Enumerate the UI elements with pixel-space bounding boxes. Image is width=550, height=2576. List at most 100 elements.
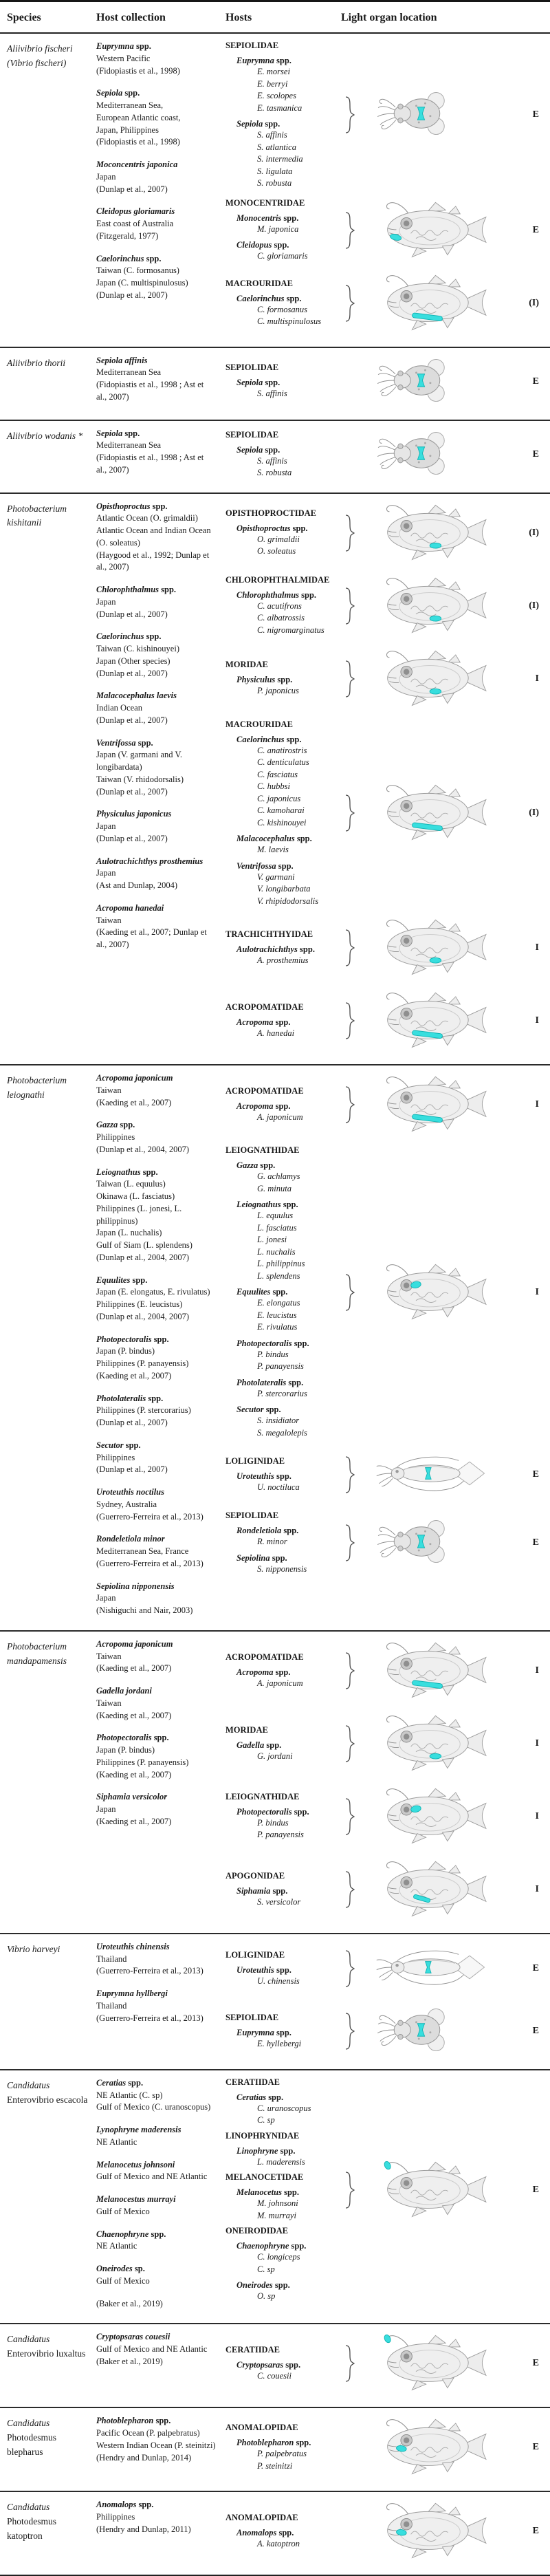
species-cell: Candidatus Enterovibrio escacola xyxy=(7,2077,96,2321)
collection-block: Aulotrachichthys prosthemius Japan (Ast an… xyxy=(96,856,216,892)
host-family: TRACHICHTHYIDAE xyxy=(226,929,314,939)
collection-block: Lynophryne maderensis NE Atlantic xyxy=(96,2124,216,2149)
brace-container xyxy=(344,1455,356,1494)
host-taxa-list: CHLOROPHTHALMIDAE Chlorophthalmus spp. C. … xyxy=(226,575,344,637)
brace-icon xyxy=(345,1725,355,1762)
species-cell: Candidatus Photodesmus blepharus xyxy=(7,2415,96,2488)
collection-detail-line: (Kaeding et al., 2007) xyxy=(96,1097,172,1107)
host-family: ACROPOMATIDAE xyxy=(226,1002,304,1012)
collection-detail-line: Japan (Other species) xyxy=(96,656,170,666)
collection-host-name: Photoblepharon spp. xyxy=(96,2416,171,2426)
collection-block: Acropoma japonicum Taiwan (Kaeding et al.,… xyxy=(96,1638,216,1675)
brace-icon xyxy=(345,1652,355,1689)
host-taxa-list: MORIDAE Physiculus spp. P. japonicus xyxy=(226,660,344,697)
collection-detail-line: (Hendry and Dunlap, 2014) xyxy=(96,2452,192,2463)
species-name-line: Photodesmus xyxy=(7,2432,57,2443)
host-species: C. albatrossis xyxy=(257,613,305,623)
collection-host-name: Ventrifossa spp. xyxy=(96,737,153,748)
host-species: O. sp xyxy=(257,2291,276,2302)
fish-illustration xyxy=(386,577,487,633)
collection-host-name: Anomalops spp. xyxy=(96,2500,154,2510)
host-species: A. japonicum xyxy=(257,1112,303,1122)
brace-container xyxy=(344,2171,356,2209)
brace-icon xyxy=(345,587,355,625)
host-genus: Secutor spp. xyxy=(236,1405,281,1414)
collection-detail-line: Taiwan (L. equulus) xyxy=(96,1179,166,1189)
host-family: CERATIIDAE xyxy=(226,2077,280,2087)
collection-block: Gadella jordani Taiwan (Kaeding et al., 20… xyxy=(96,1685,216,1722)
host-species: E. leucistus xyxy=(257,1310,297,1320)
host-species: C. hubbsi xyxy=(257,781,290,791)
collection-detail-line: (Kaeding et al., 2007) xyxy=(96,1769,172,1779)
species-name-line: Photobacterium xyxy=(7,503,67,514)
organ-location-label: (I) xyxy=(529,527,539,538)
host-group: MORIDAE Gadella spp. G. jordani I xyxy=(226,1711,550,1776)
collection-detail-line: Japan xyxy=(96,1593,116,1603)
brace-icon xyxy=(345,1524,355,1561)
light-organ-illustration xyxy=(374,271,488,336)
collection-block: Melanocestus murrayi Gulf of Mexico xyxy=(96,2194,216,2218)
collection-block: Ventrifossa spp. Japan (V. garmani and V.… xyxy=(96,737,216,799)
host-species: S. ligulata xyxy=(257,166,293,176)
collection-host-name: Cleidopus gloriamaris xyxy=(96,206,175,217)
host-group: LOLIGINIDAE Uroteuthis spp. U. chinensis E xyxy=(226,1941,550,1996)
organ-location-label: I xyxy=(535,1883,539,1894)
collection-detail-line: (Guerrero-Ferreira et al., 2013) xyxy=(96,1511,204,1522)
collection-block: Opisthoproctus spp. Atlantic Ocean (O. gr… xyxy=(96,501,216,574)
host-family: LINOPHRYNIDAE xyxy=(226,2130,300,2141)
table-row: Candidatus Enterovibrio escacola Ceratias … xyxy=(0,2068,550,2324)
collection-detail-line: Western Indian Ocean (P. steinitzi) xyxy=(96,2440,216,2450)
host-genus: Oneirodes spp. xyxy=(236,2280,290,2291)
collection-detail-line: (Kaeding et al., 2007) xyxy=(96,1816,172,1826)
host-species: C. acutifrons xyxy=(257,600,302,611)
organ-location-label: E xyxy=(532,224,539,235)
host-taxa-list: LEIOGNATHIDAE Gazza spp. G. achlamys G. min… xyxy=(226,1145,344,1439)
collection-block: Euprymna spp. Western Pacific (Fidopiastis… xyxy=(96,41,216,77)
collection-block: Rondeletiola minor Mediterranean Sea, Fra… xyxy=(96,1533,216,1570)
species-name-line: Vibrio harveyi xyxy=(7,1943,60,1954)
fish-illustration xyxy=(386,274,487,330)
host-species: E. berryi xyxy=(257,78,288,89)
collection-detail-line: Okinawa (L. fasciatus) xyxy=(96,1191,175,1201)
collection-block: Photolateralis spp. Philippines (P. sterc… xyxy=(96,1393,216,1429)
species-cell: Candidatus Enterovibrio luxaltus xyxy=(7,2331,96,2404)
light-organ xyxy=(429,688,442,695)
brace-icon xyxy=(345,1273,355,1311)
brace-icon xyxy=(345,660,355,697)
collection-detail-line: Japan xyxy=(96,821,116,831)
host-species: E. morsei xyxy=(257,67,290,76)
fish-illustration xyxy=(386,1715,487,1771)
collection-block: Cryptopsaras couesii Gulf of Mexico and N… xyxy=(96,2331,216,2368)
host-group: ACROPOMATIDAE Acropoma spp. A. japonicum I xyxy=(226,1072,550,1137)
light-organ xyxy=(410,1281,421,1288)
species-name-line: Aliivibrio fischeri xyxy=(7,43,73,54)
host-family: CERATIIDAE xyxy=(226,2345,280,2355)
light-organ xyxy=(412,1680,443,1689)
host-taxa-list: CERATIIDAE Cryptopsaras spp. C. couesii xyxy=(226,2345,344,2383)
host-family: MACROURIDAE xyxy=(226,278,293,288)
light-organ-illustration xyxy=(374,1447,490,1502)
host-species: P. palpebratus xyxy=(257,2449,307,2459)
hosts-and-organ-cell: SEPIOLIDAE Sepiola spp. S. affinis S. robus… xyxy=(226,428,550,490)
collection-detail-line: (Fidopiastis et al., 1998) xyxy=(96,65,180,76)
host-species: S. intermedia xyxy=(257,154,303,164)
fish-illustration xyxy=(386,504,487,560)
brace-icon xyxy=(345,929,355,966)
host-genus: Uroteuthis spp. xyxy=(236,1965,292,1975)
loliginid-squid-illustration xyxy=(376,1950,485,1985)
organ-location-label: I xyxy=(535,1738,539,1749)
organ-location-label: E xyxy=(532,2358,539,2369)
species-name-line: Photobacterium xyxy=(7,1075,67,1085)
collection-detail-line: East coast of Australia xyxy=(96,219,174,228)
host-family: ACROPOMATIDAE xyxy=(226,1652,304,1662)
host-taxa-list: ANOMALOPIDAE Anomalops spp. A. katoptron xyxy=(226,2513,344,2551)
brace-container xyxy=(344,1085,356,1124)
fish-illustration xyxy=(386,919,487,975)
host-species: L. splendens xyxy=(257,1270,300,1281)
species-cell: Candidatus Photodesmus katoptron xyxy=(7,2499,96,2572)
brace-container xyxy=(344,96,356,134)
host-genus: Opisthoproctus spp. xyxy=(236,523,308,533)
host-species: C. kishinouyei xyxy=(257,817,307,827)
host-genus: Sepiola spp. xyxy=(236,444,280,455)
